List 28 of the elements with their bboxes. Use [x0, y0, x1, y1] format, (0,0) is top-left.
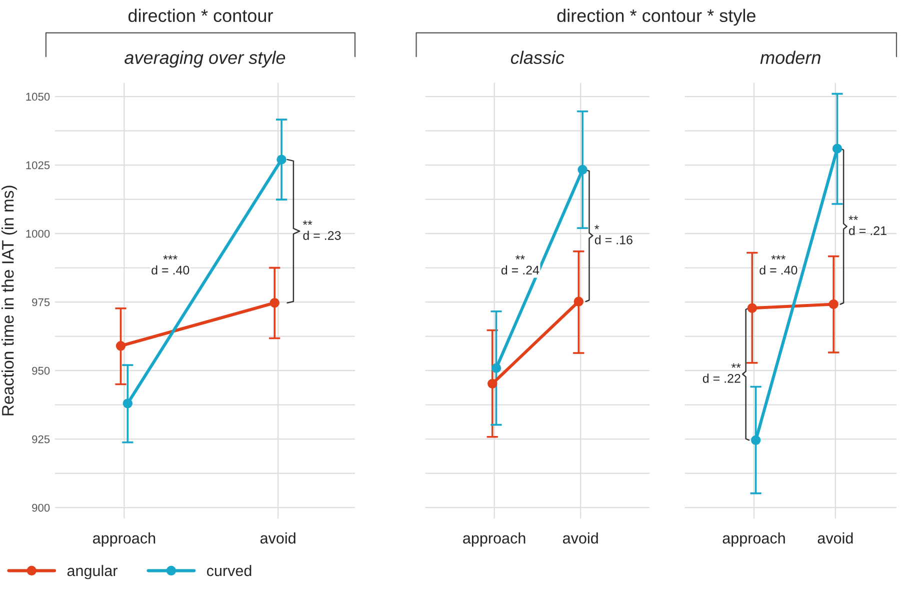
y-tick-label: 925 — [32, 435, 50, 444]
legend-label: angular — [67, 564, 118, 580]
annotation: *** d = .40 — [152, 255, 190, 275]
annotation: ** d = .22 — [702, 363, 741, 383]
annotation: ** d = .21 — [848, 216, 886, 236]
x-tick-label: approach — [722, 532, 785, 547]
chart-title: direction * contour * style — [557, 8, 756, 26]
annotation: * d = .16 — [594, 224, 632, 244]
y-tick-label: 900 — [32, 504, 50, 512]
x-tick-label: avoid — [562, 532, 598, 544]
annotation: ** d = .23 — [302, 220, 341, 240]
y-tick-label: 1050 — [26, 92, 50, 101]
chart-subtitle: modern — [760, 50, 820, 64]
y-tick-label: 1025 — [26, 161, 50, 170]
y-tick-label: 1000 — [26, 230, 50, 238]
legend-label: curved — [206, 564, 252, 576]
y-tick-label: 950 — [32, 366, 50, 375]
x-tick-label: approach — [463, 532, 526, 547]
x-tick-label: avoid — [260, 532, 296, 544]
annotation: ** d = .24 — [501, 255, 540, 275]
x-tick-label: avoid — [818, 532, 853, 544]
y-axis-title: Reaction time in the IAT (in ms) — [2, 186, 18, 416]
chart-subtitle: classic — [510, 50, 564, 64]
x-tick-label: approach — [93, 532, 156, 547]
chart-subtitle: averaging over style — [124, 50, 286, 68]
annotation: *** d = .40 — [760, 255, 798, 275]
chart-title: direction * contour — [128, 8, 273, 22]
y-tick-label: 975 — [32, 298, 50, 306]
